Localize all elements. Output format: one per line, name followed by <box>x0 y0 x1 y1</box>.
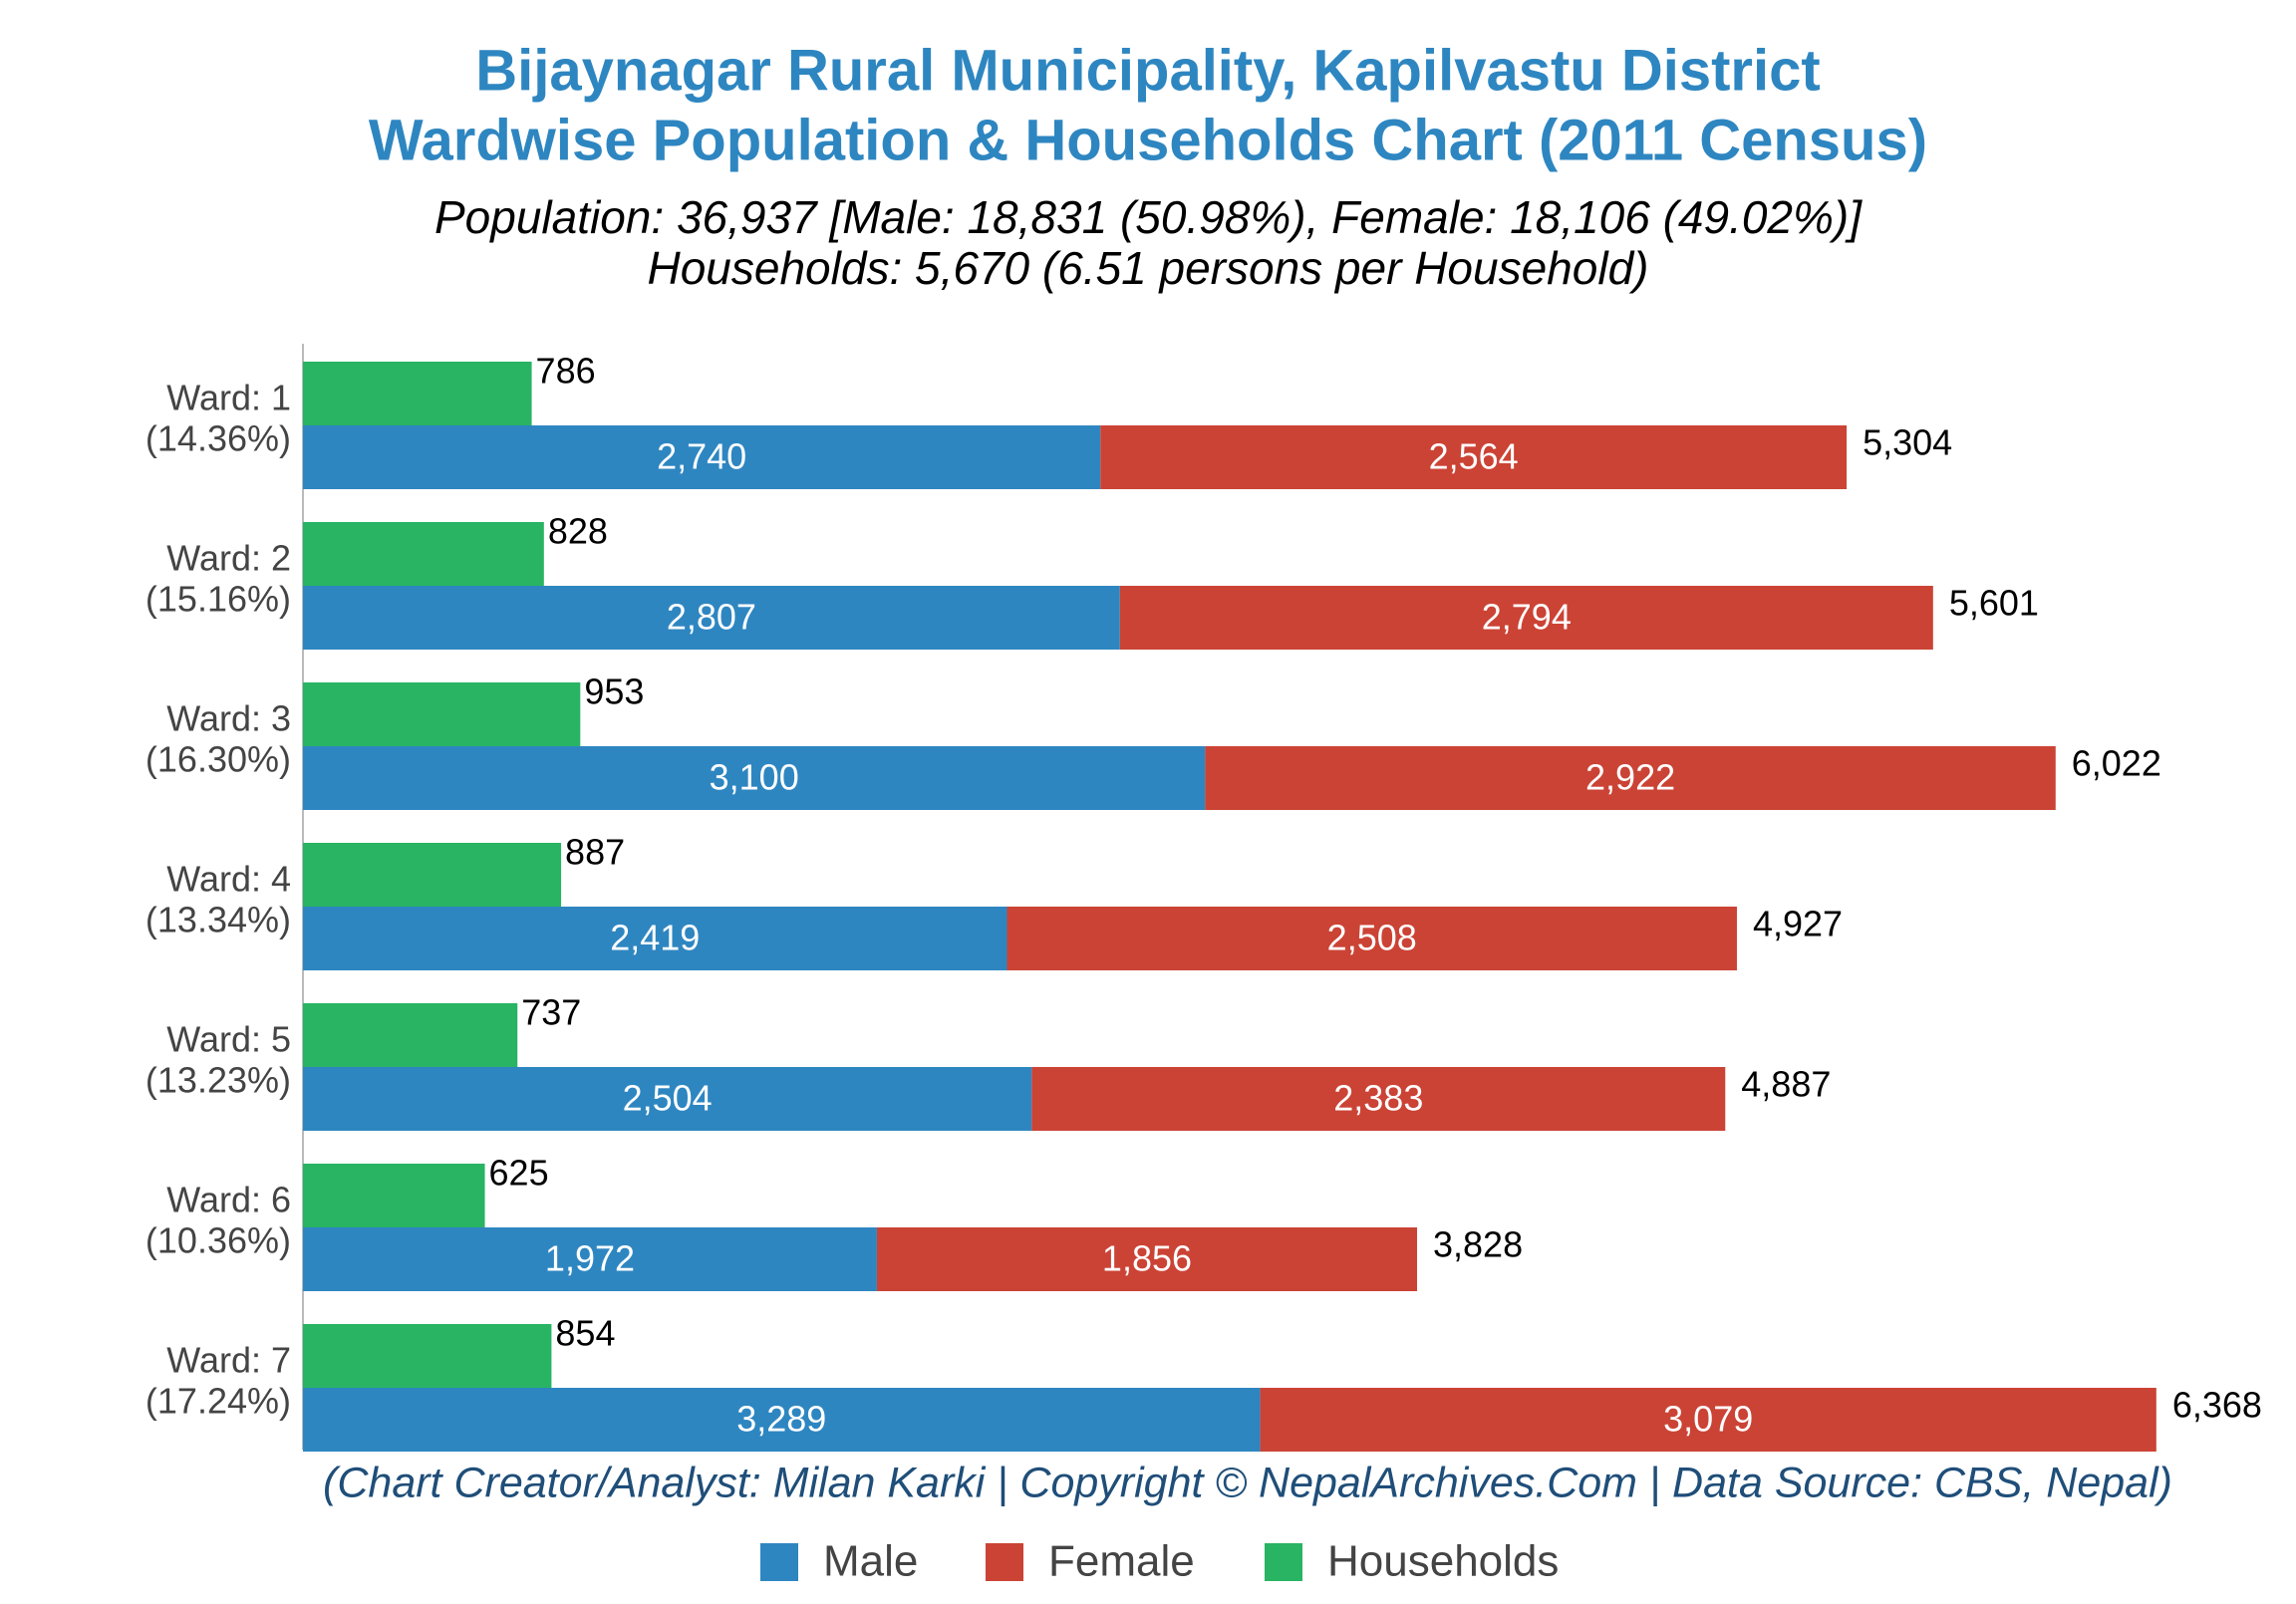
bar <box>1031 1067 1726 1131</box>
data-label: 2,383 <box>1333 1078 1423 1119</box>
bar <box>303 746 1206 810</box>
data-label: 1,972 <box>545 1238 635 1279</box>
data-label: 3,289 <box>736 1399 826 1440</box>
legend-label: Male <box>823 1537 918 1586</box>
data-label: 887 <box>565 832 625 873</box>
data-label: 3,079 <box>1663 1399 1753 1440</box>
bar <box>303 843 562 907</box>
y-tick-label: Ward: 6 <box>166 1180 291 1220</box>
total-label: 3,828 <box>1433 1224 1523 1265</box>
bar <box>1006 907 1737 970</box>
data-label: 828 <box>548 511 608 552</box>
bar <box>303 907 1007 970</box>
legend-swatch <box>760 1543 798 1581</box>
legend-swatch <box>1265 1543 1302 1581</box>
bar <box>303 1003 518 1067</box>
data-label: 2,504 <box>623 1078 713 1119</box>
total-label: 4,927 <box>1753 904 1843 944</box>
bar <box>303 1164 485 1227</box>
legend-label: Female <box>1048 1537 1195 1586</box>
data-label: 1,856 <box>1102 1238 1192 1279</box>
y-tick-label: Ward: 1 <box>166 378 291 418</box>
y-tick-label: Ward: 5 <box>166 1019 291 1060</box>
chart-subtitle: Population: 36,937 [Male: 18,831 (50.98%… <box>434 191 1863 243</box>
bar <box>303 682 581 746</box>
data-label: 2,564 <box>1429 436 1519 477</box>
y-tick-label: (17.24%) <box>145 1381 291 1422</box>
y-tick-label: Ward: 2 <box>166 538 291 579</box>
bar <box>303 1227 877 1291</box>
bar <box>1260 1388 2156 1452</box>
bar <box>303 1324 552 1388</box>
data-label: 2,419 <box>610 918 700 958</box>
bar <box>303 1067 1032 1131</box>
data-label: 737 <box>521 992 581 1033</box>
y-tick-label: Ward: 4 <box>166 859 291 900</box>
y-tick-label: (14.36%) <box>145 418 291 459</box>
bar <box>303 586 1120 650</box>
total-label: 4,887 <box>1741 1064 1831 1105</box>
y-tick-label: Ward: 7 <box>166 1340 291 1381</box>
data-label: 625 <box>489 1153 549 1194</box>
bar <box>1205 746 2056 810</box>
total-label: 5,304 <box>1863 422 1952 463</box>
y-tick-label: (13.23%) <box>145 1060 291 1101</box>
chart-subtitle: Households: 5,670 (6.51 persons per Hous… <box>648 242 1649 294</box>
chart-title: Wardwise Population & Households Chart (… <box>369 108 1927 172</box>
footer: (Chart Creator/Analyst: Milan Karki | Co… <box>323 1459 2172 1506</box>
total-label: 5,601 <box>1949 583 2039 624</box>
bar <box>1119 586 1933 650</box>
bar <box>303 425 1101 489</box>
chart-title: Bijaynagar Rural Municipality, Kapilvast… <box>475 38 1820 103</box>
data-label: 2,508 <box>1327 918 1417 958</box>
data-label: 2,740 <box>657 436 746 477</box>
y-tick-label: (13.34%) <box>145 900 291 940</box>
bar <box>876 1227 1418 1291</box>
bar <box>303 522 544 586</box>
data-label: 953 <box>584 671 644 712</box>
data-label: 2,922 <box>1585 757 1675 798</box>
legend-swatch <box>986 1543 1023 1581</box>
bar <box>303 1388 1261 1452</box>
y-tick-label: (16.30%) <box>145 739 291 780</box>
y-tick-label: (10.36%) <box>145 1220 291 1261</box>
bar <box>303 362 532 425</box>
y-tick-label: Ward: 3 <box>166 698 291 739</box>
data-label: 786 <box>536 351 596 392</box>
data-label: 2,807 <box>667 597 756 638</box>
data-label: 854 <box>555 1313 615 1354</box>
legend-label: Households <box>1327 1537 1559 1586</box>
y-tick-label: (15.16%) <box>145 579 291 620</box>
total-label: 6,022 <box>2072 743 2161 784</box>
bar <box>1100 425 1848 489</box>
data-label: 3,100 <box>710 757 799 798</box>
total-label: 6,368 <box>2172 1385 2262 1426</box>
data-label: 2,794 <box>1482 597 1572 638</box>
